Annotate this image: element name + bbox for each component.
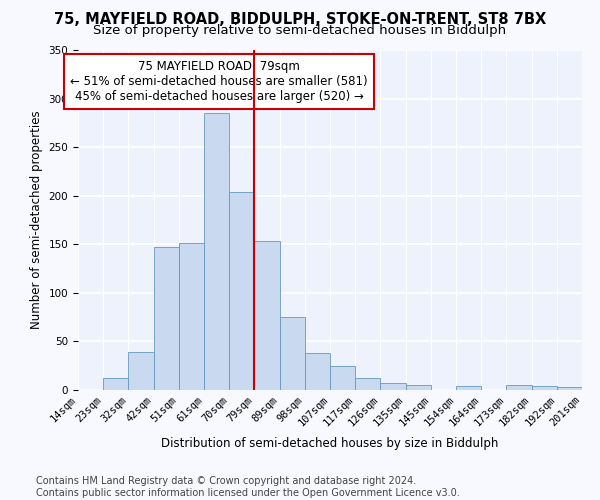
Text: 75, MAYFIELD ROAD, BIDDULPH, STOKE-ON-TRENT, ST8 7BX: 75, MAYFIELD ROAD, BIDDULPH, STOKE-ON-TR… — [54, 12, 546, 28]
Bar — [406, 385, 431, 390]
Bar — [532, 386, 557, 390]
Bar — [330, 366, 355, 390]
Bar — [229, 192, 254, 390]
Bar — [254, 242, 280, 390]
Text: 75 MAYFIELD ROAD: 79sqm
← 51% of semi-detached houses are smaller (581)
45% of s: 75 MAYFIELD ROAD: 79sqm ← 51% of semi-de… — [70, 60, 368, 103]
Bar — [154, 247, 179, 390]
Bar — [204, 113, 229, 390]
Text: Contains HM Land Registry data © Crown copyright and database right 2024.
Contai: Contains HM Land Registry data © Crown c… — [36, 476, 460, 498]
Bar — [280, 317, 305, 390]
Bar — [103, 378, 128, 390]
Bar — [305, 353, 330, 390]
Bar — [179, 244, 204, 390]
Bar — [557, 387, 582, 390]
Y-axis label: Number of semi-detached properties: Number of semi-detached properties — [30, 110, 43, 330]
Text: Size of property relative to semi-detached houses in Biddulph: Size of property relative to semi-detach… — [94, 24, 506, 37]
X-axis label: Distribution of semi-detached houses by size in Biddulph: Distribution of semi-detached houses by … — [161, 437, 499, 450]
Bar — [128, 352, 154, 390]
Bar — [380, 383, 406, 390]
Bar — [456, 386, 481, 390]
Bar — [355, 378, 380, 390]
Bar — [506, 385, 532, 390]
